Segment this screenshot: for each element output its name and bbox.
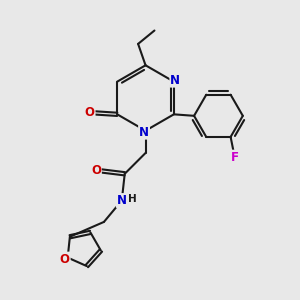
Text: F: F [231, 151, 239, 164]
Text: H: H [128, 194, 136, 204]
Text: O: O [85, 106, 94, 119]
Text: N: N [170, 74, 180, 87]
Text: N: N [139, 126, 149, 139]
Text: N: N [117, 194, 127, 207]
Text: O: O [60, 253, 70, 266]
Text: O: O [91, 164, 101, 177]
